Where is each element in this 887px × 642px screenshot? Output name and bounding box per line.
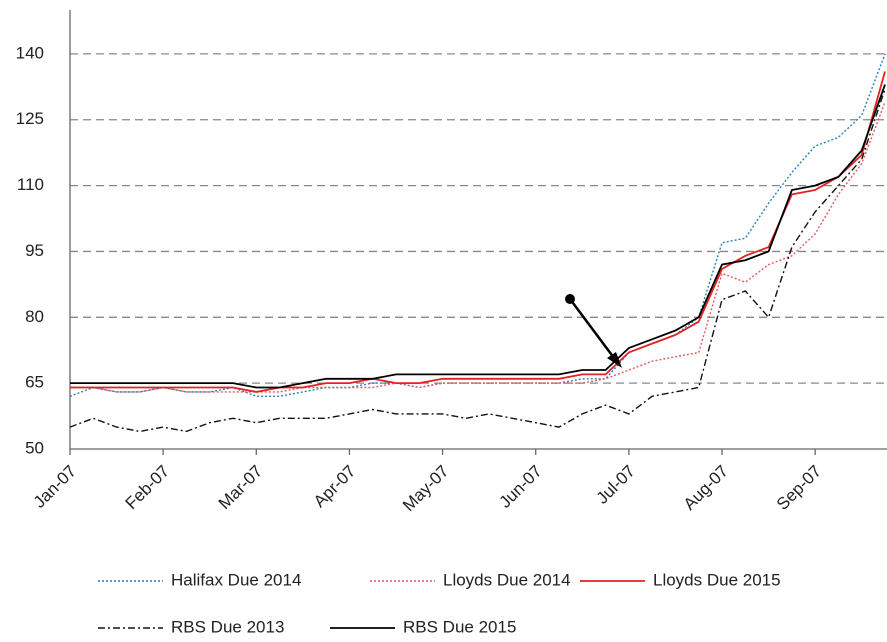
legend-label: Lloyds Due 2015 bbox=[653, 570, 781, 589]
series-line bbox=[69, 53, 886, 397]
y-tick-label: 110 bbox=[17, 175, 44, 194]
legend-label: RBS Due 2013 bbox=[171, 617, 284, 636]
series-line bbox=[70, 71, 886, 393]
y-tick-label: 95 bbox=[25, 241, 44, 260]
annotation-arrow bbox=[568, 298, 619, 363]
series-line bbox=[70, 101, 886, 393]
y-tick-label: 140 bbox=[16, 43, 44, 62]
series-line bbox=[69, 88, 886, 433]
legend-label: RBS Due 2015 bbox=[403, 617, 516, 636]
legend-label: Lloyds Due 2014 bbox=[443, 570, 571, 589]
x-tick-label: Mar-07 bbox=[215, 462, 267, 514]
x-tick-label: May-07 bbox=[399, 462, 453, 516]
arrow-head bbox=[607, 352, 622, 368]
x-tick-label: Feb-07 bbox=[122, 462, 174, 514]
x-tick-label: Jul-07 bbox=[593, 462, 639, 508]
y-tick-label: 125 bbox=[16, 109, 44, 128]
x-tick-label: Sep-07 bbox=[773, 462, 825, 514]
x-tick-label: Apr-07 bbox=[310, 462, 360, 512]
annotation-dot bbox=[565, 294, 575, 304]
y-tick-label: 80 bbox=[25, 307, 44, 326]
x-tick-label: Jun-07 bbox=[496, 462, 546, 512]
y-tick-label: 50 bbox=[25, 438, 44, 457]
y-tick-label: 65 bbox=[25, 373, 44, 392]
x-tick-label: Aug-07 bbox=[680, 462, 732, 514]
series-line bbox=[70, 84, 886, 389]
x-tick-label: Jan-07 bbox=[30, 462, 80, 512]
legend-label: Halifax Due 2014 bbox=[171, 570, 301, 589]
